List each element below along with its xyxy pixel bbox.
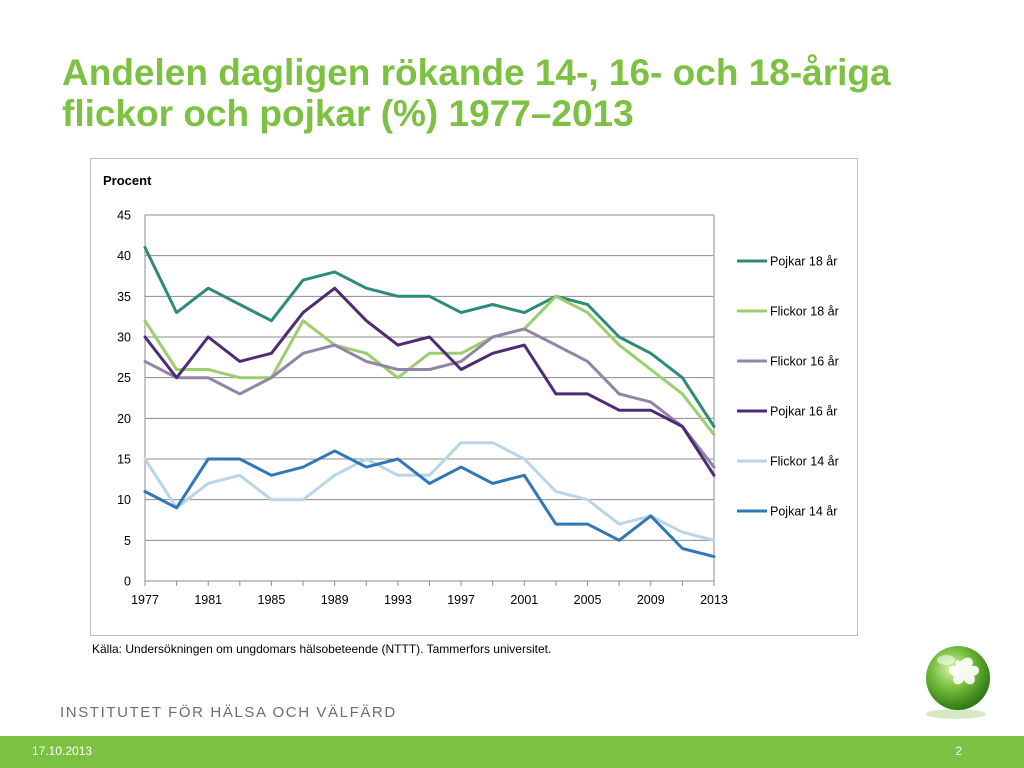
logo-sphere-icon bbox=[926, 646, 990, 719]
series-line bbox=[143, 327, 716, 469]
y-tick-label: 10 bbox=[117, 493, 131, 507]
y-tick-label: 5 bbox=[124, 534, 131, 548]
y-tick-label: 35 bbox=[117, 290, 131, 304]
x-tick-label: 2013 bbox=[700, 593, 728, 607]
y-tick-label: 15 bbox=[117, 453, 131, 467]
x-tick-label: 1985 bbox=[258, 593, 286, 607]
y-tick-label: 20 bbox=[117, 412, 131, 426]
legend-entry: Pojkar 18 år bbox=[770, 255, 837, 269]
source-note: Källa: Undersökningen om ungdomars hälso… bbox=[92, 642, 552, 656]
x-tick-label: 1997 bbox=[447, 593, 475, 607]
organization-name: INSTITUTET FÖR HÄLSA OCH VÄLFÄRD bbox=[60, 704, 397, 721]
footer-date: 17.10.2013 bbox=[32, 744, 93, 758]
legend-entry: Pojkar 14 år bbox=[770, 505, 837, 519]
x-tick-label: 2009 bbox=[637, 593, 665, 607]
series-line bbox=[143, 246, 716, 428]
series-line bbox=[143, 441, 716, 542]
legend-entry: Flickor 14 år bbox=[770, 455, 839, 469]
legend-entry: Flickor 16 år bbox=[770, 355, 839, 369]
y-tick-label: 25 bbox=[117, 371, 131, 385]
legend-entry: Flickor 18 år bbox=[770, 305, 839, 319]
x-tick-label: 1977 bbox=[131, 593, 159, 607]
legend-entry: Pojkar 16 år bbox=[770, 405, 837, 419]
y-tick-label: 0 bbox=[124, 575, 131, 589]
y-tick-label: 45 bbox=[117, 209, 131, 223]
footer-bar: 17.10.2013 2 bbox=[0, 736, 1024, 768]
series-line bbox=[143, 449, 716, 559]
chart-container: Procent 0 5 10 15 20 25 30 35 40 45 1977 1981 1985 198… bbox=[90, 158, 858, 636]
x-tick-label: 2005 bbox=[574, 593, 602, 607]
y-tick-label: 40 bbox=[117, 249, 131, 263]
line-chart: Procent 0 5 10 15 20 25 30 35 40 45 1977 1981 1985 198… bbox=[103, 173, 839, 607]
x-tick-label: 2001 bbox=[510, 593, 538, 607]
y-axis-label: Procent bbox=[103, 173, 152, 188]
slide-title: Andelen dagligen rökande 14-, 16- och 18… bbox=[62, 52, 891, 134]
x-tick-label: 1993 bbox=[384, 593, 412, 607]
x-tick-label: 1989 bbox=[321, 593, 349, 607]
y-tick-label: 30 bbox=[117, 331, 131, 345]
x-tick-label: 1981 bbox=[194, 593, 222, 607]
page-number: 2 bbox=[955, 744, 962, 758]
series-line bbox=[143, 294, 716, 437]
series-line bbox=[143, 286, 716, 477]
